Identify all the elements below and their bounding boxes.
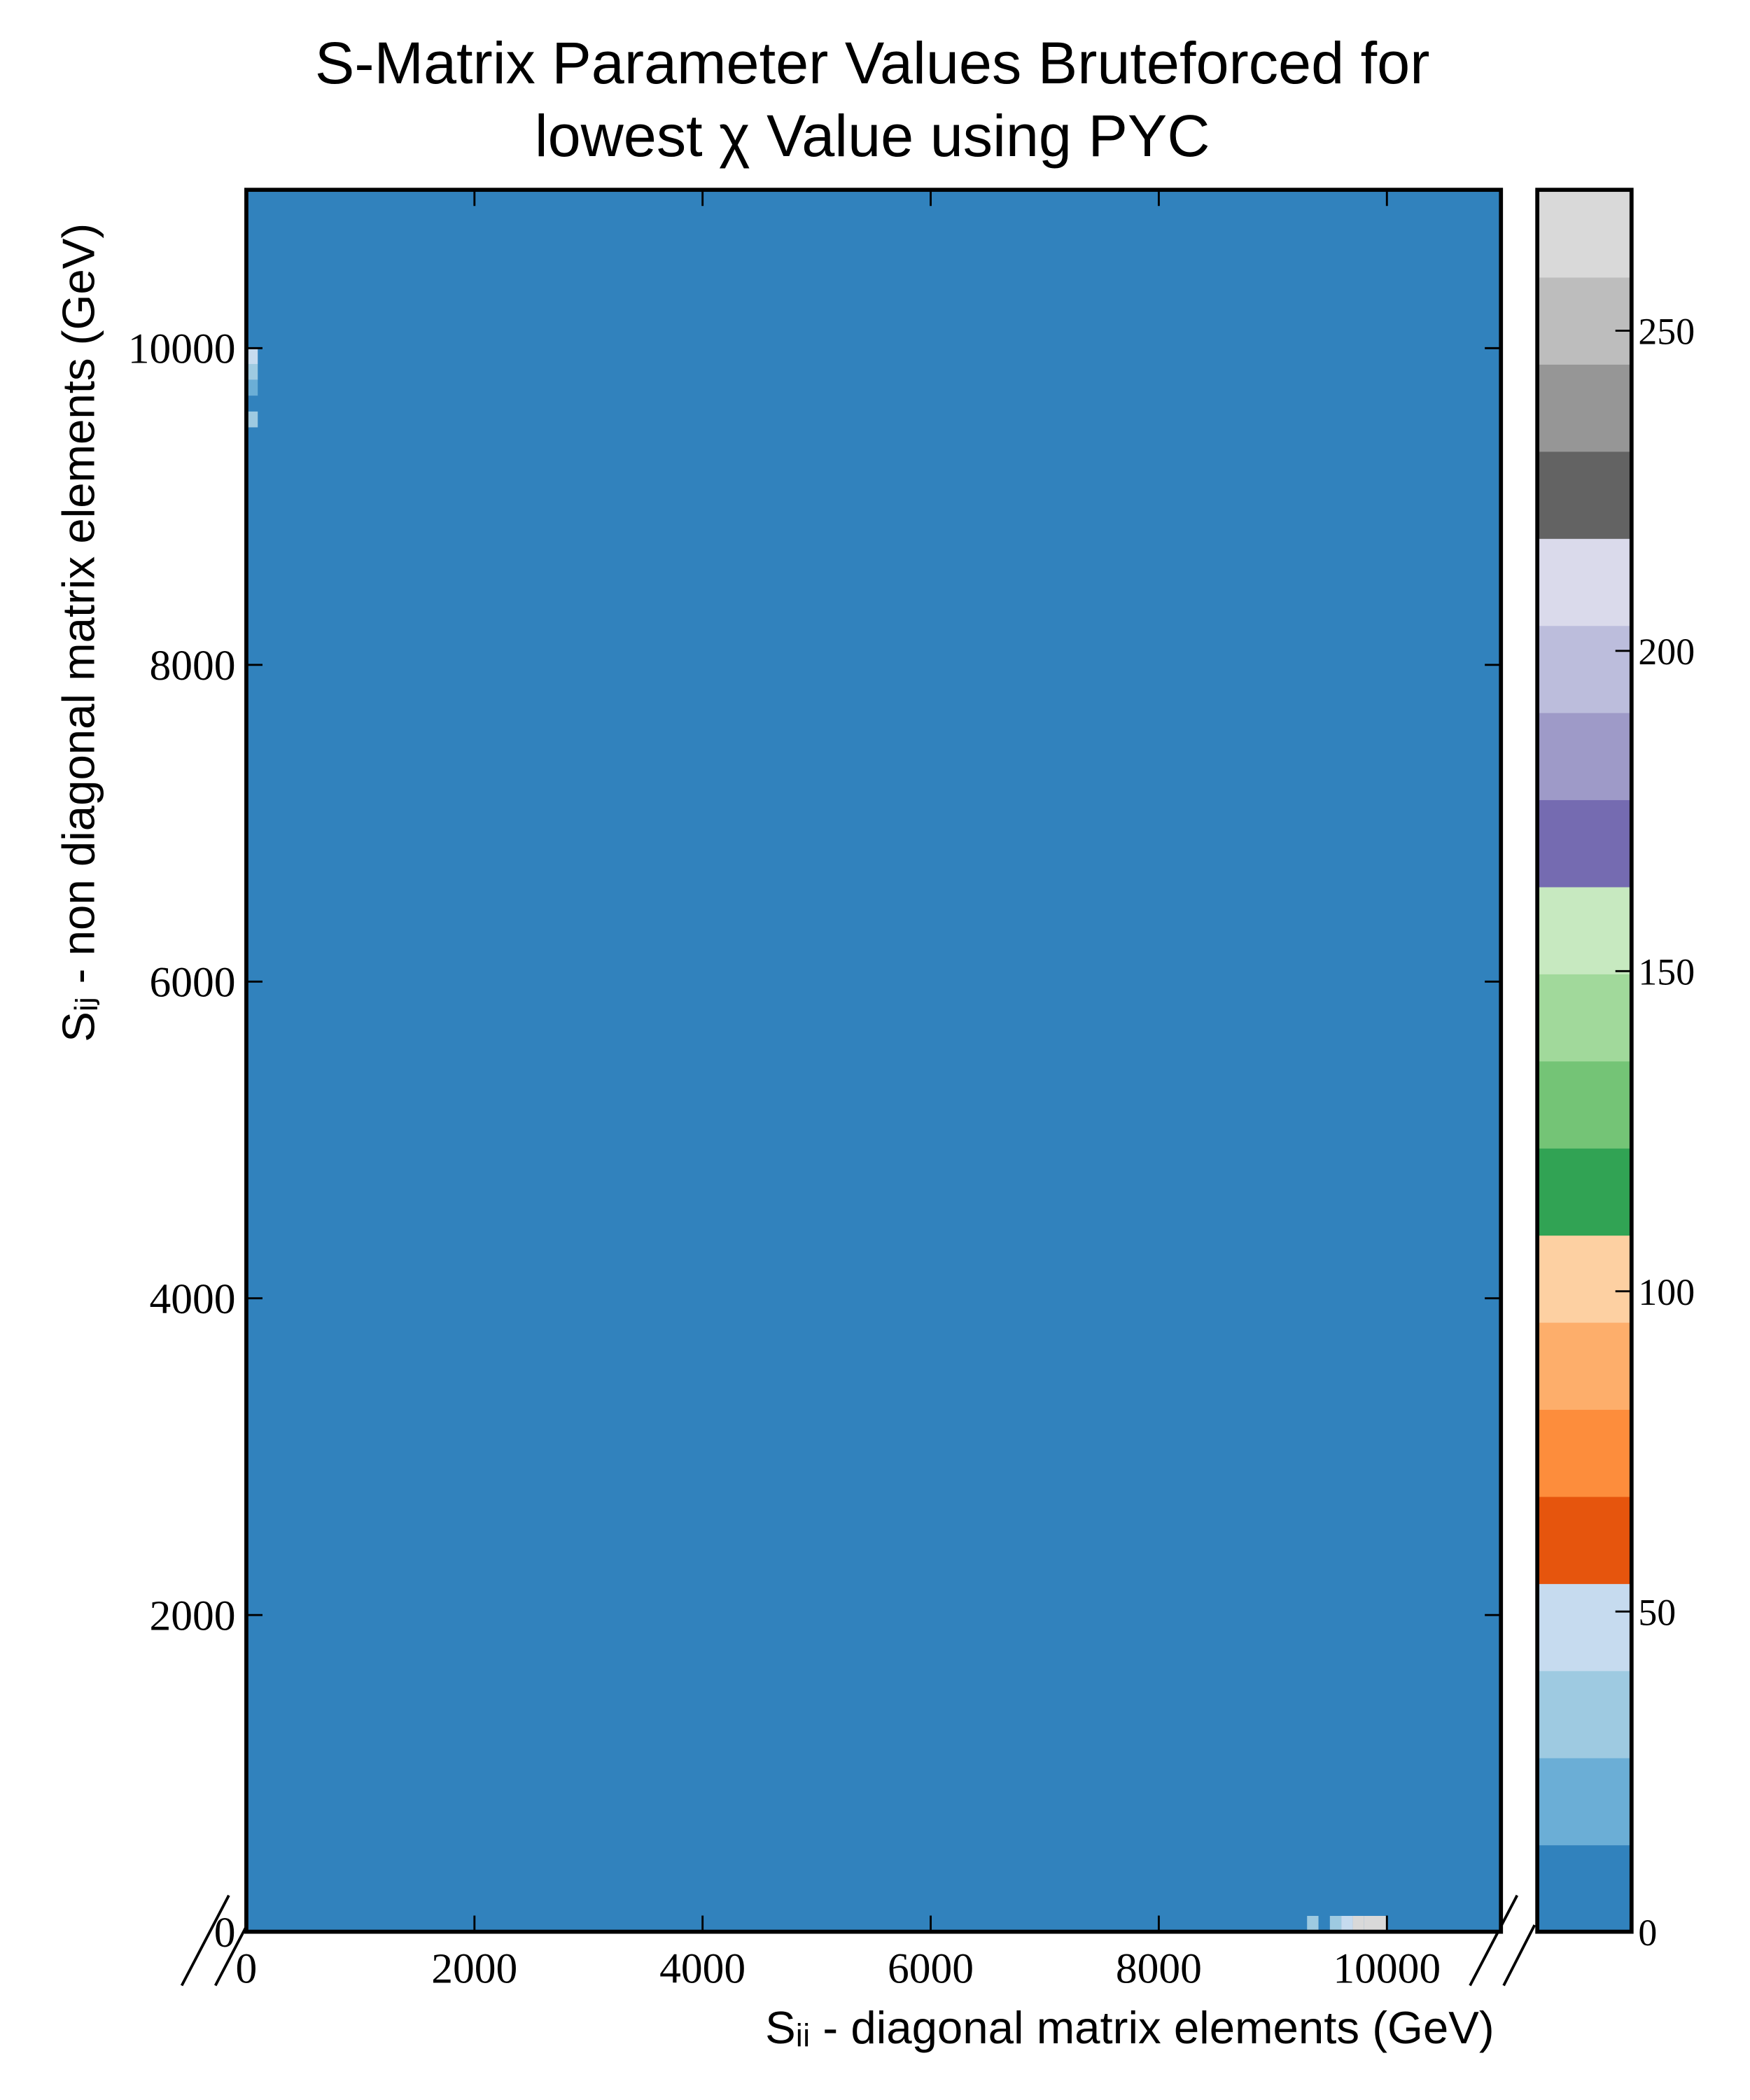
heatmap-cell: [1376, 1915, 1387, 1932]
colorbar-band: [1537, 799, 1632, 888]
y-tick-label: 8000: [150, 642, 236, 690]
y-axis-label: Sᵢⱼ - non diagonal matrix elements (GeV): [53, 223, 104, 1042]
heatmap-cell: [1307, 1915, 1319, 1932]
plot-frame: [244, 188, 1504, 1934]
colorbar-band: [1537, 1060, 1632, 1149]
heatmap-cell: [246, 364, 258, 380]
colorbar-band: [1537, 886, 1632, 974]
title-line: lowest χ Value using PYC: [535, 102, 1210, 169]
colorbar-band: [1537, 712, 1632, 801]
colorbar-band: [1537, 1496, 1632, 1584]
colorbar-band: [1537, 1583, 1632, 1672]
colorbar-band: [1537, 1757, 1632, 1846]
colorbar-tick-label: 0: [1638, 1912, 1657, 1954]
x-tick-label: 4000: [659, 1945, 746, 1993]
colorbar-band: [1537, 1147, 1632, 1236]
x-tick-label: 0: [236, 1945, 258, 1993]
y-tick-label: 10000: [128, 326, 236, 373]
heatmap-cell: [246, 411, 258, 428]
colorbar-tick-label: 250: [1638, 311, 1695, 353]
colorbar-band: [1537, 364, 1632, 452]
colorbar-band: [1537, 1844, 1632, 1933]
title-line: S-Matrix Parameter Values Bruteforced fo…: [315, 29, 1430, 96]
colorbar-band: [1537, 1322, 1632, 1410]
colorbar-tick-label: 200: [1638, 631, 1695, 673]
x-tick-label: 8000: [1116, 1945, 1202, 1993]
heatmap-background: [246, 190, 1502, 1932]
x-tick-label: 2000: [431, 1945, 517, 1993]
y-tick-label: 0: [214, 1909, 236, 1956]
heatmap-cell: [1364, 1915, 1376, 1932]
colorbar-frame: [1535, 188, 1634, 1934]
colorbar-band: [1537, 625, 1632, 713]
colorbar-band: [1537, 973, 1632, 1062]
colorbar-tick-label: 100: [1638, 1271, 1695, 1313]
colorbar-band: [1537, 451, 1632, 539]
x-tick-label: 6000: [888, 1945, 974, 1993]
colorbar-band: [1537, 1235, 1632, 1323]
x-axis-label: Sᵢᵢ - diagonal matrix elements (GeV): [765, 2002, 1494, 2053]
x-tick-label: 10000: [1333, 1945, 1441, 1993]
heatmap-cell: [246, 348, 258, 364]
heatmap-cell: [1352, 1915, 1364, 1932]
colorbar-tick-label: 50: [1638, 1591, 1676, 1633]
colorbar-band: [1537, 190, 1632, 278]
colorbar-band: [1537, 1409, 1632, 1497]
y-tick-label: 2000: [150, 1592, 236, 1639]
colorbar-tick-label: 150: [1638, 951, 1695, 993]
heatmap-cell: [1329, 1915, 1342, 1932]
colorbar-band: [1537, 1670, 1632, 1758]
heatmap-cell: [246, 379, 258, 396]
heatmap-cell: [1341, 1915, 1353, 1932]
y-tick-label: 6000: [150, 958, 236, 1006]
colorbar-band: [1537, 276, 1632, 365]
y-tick-label: 4000: [150, 1275, 236, 1323]
colorbar-band: [1537, 538, 1632, 626]
